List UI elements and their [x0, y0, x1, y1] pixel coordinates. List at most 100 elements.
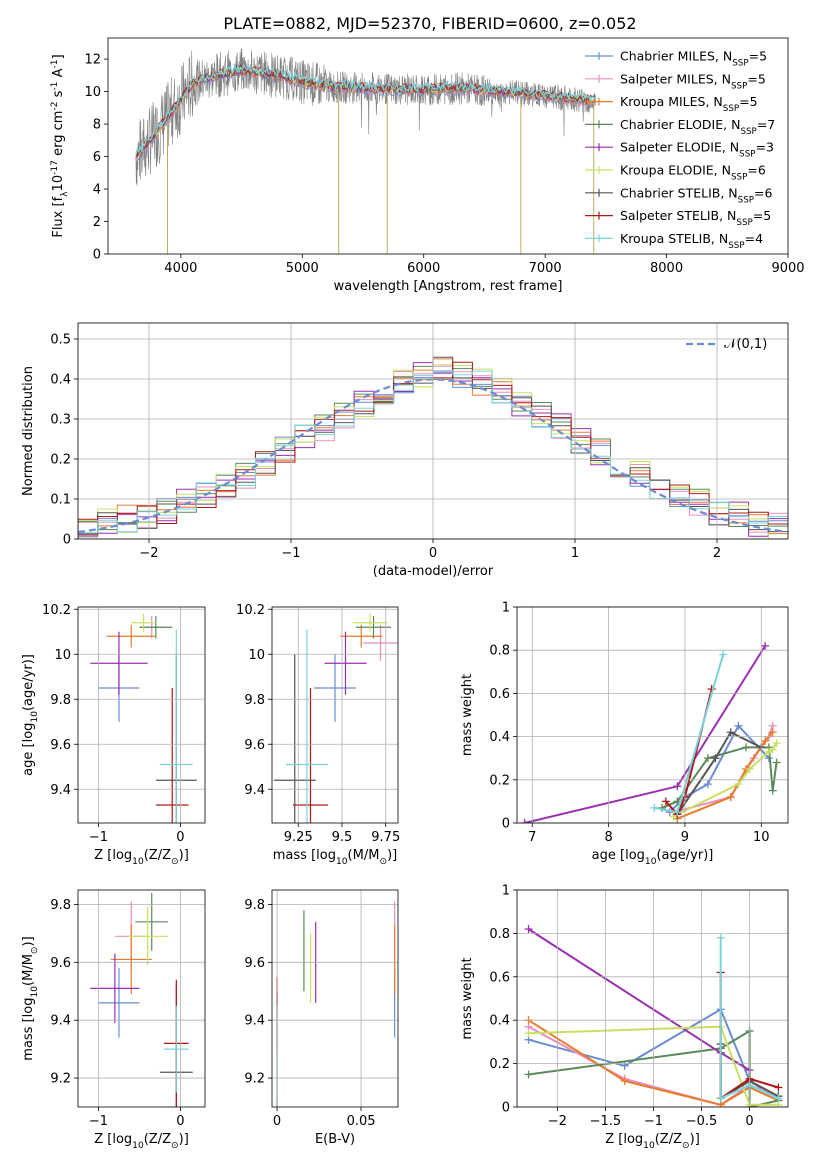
tick-label-y: 9.2 [50, 1072, 71, 1087]
label-text: Salpeter MILES, N [620, 71, 731, 86]
series-line [676, 730, 762, 815]
legend-label: Salpeter ELODIE, NSSP=3 [620, 140, 774, 160]
label-text: 9.2 [50, 1072, 71, 1087]
y-axis-title: Normed distribution [21, 366, 36, 496]
label-text: 0 [429, 546, 437, 561]
label-text: Z [log [94, 848, 132, 863]
axes-mass-weight-vs-metallicity: −2 −1.5 −1 −0.5 0 0 0.2 0.4 0.6 0.8 1 Z [log10(Z/Z⊙… [460, 884, 789, 1151]
tick-label-y: 0.1 [50, 493, 71, 508]
series-line [528, 1025, 779, 1106]
tick-label-y: 4 [93, 183, 101, 198]
label-text: 6000 [407, 261, 440, 276]
label-text: 9.6 [50, 738, 71, 753]
x-axis-title: E(B-V) [315, 1132, 355, 1147]
tick-label-y: 0 [93, 248, 101, 263]
axes-frame [77, 889, 206, 1108]
label-text: 7 [528, 830, 536, 845]
label-text: 7000 [529, 261, 562, 276]
tick-label-y: 10 [248, 648, 265, 663]
x-axis-title: age [log10(age/yr)] [592, 848, 714, 867]
tick-label-y: 10 [54, 648, 71, 663]
label-text: 9000 [771, 261, 804, 276]
tick-label-x: 6000 [407, 261, 440, 276]
tick-label-y: 9.8 [244, 693, 265, 708]
axes-frame [107, 37, 789, 255]
label-text: 8 [604, 830, 612, 845]
label-text: 0.8 [489, 927, 510, 942]
plot-area [135, 48, 597, 254]
label-text: SSP [739, 150, 755, 160]
label-text: SSP [736, 218, 752, 228]
label-text: λ [60, 191, 70, 197]
label-text: Z [log [605, 1132, 643, 1147]
label-text: =6 [747, 163, 765, 178]
tick-label-y: 0 [502, 1101, 510, 1116]
tick-label-y: 0.3 [50, 413, 71, 428]
y-axis-title: Flux [fλ10-17 erg cm-2 s-1 A-1] [50, 54, 70, 237]
label-text: 10 [132, 857, 144, 867]
label-text: =4 [745, 231, 763, 246]
label-text: Chabrier MILES, N [620, 49, 732, 64]
tick-label-y: 0.8 [489, 927, 510, 942]
tick-label-y: 9.6 [50, 738, 71, 753]
tick-label-y: 9.8 [244, 898, 265, 913]
label-text: 0.4 [489, 730, 510, 745]
label-text: SSP [731, 173, 747, 183]
tick-label-y: 12 [84, 53, 101, 68]
axes-spectrum: 4000 5000 6000 7000 8000 9000 0 2 4 6 8 10 12 wavelen… [50, 37, 805, 294]
label-text: ⊙ [171, 857, 179, 867]
label-text: -1 [50, 59, 60, 68]
label-text: −1.5 [590, 1114, 622, 1129]
label-text: Salpeter STELIB, N [620, 208, 736, 223]
label-text: 9.6 [244, 738, 265, 753]
label-text: 10 [30, 711, 40, 723]
label-text: ⊙ [30, 946, 40, 954]
axes-frame [271, 606, 399, 824]
tick-label-x: −1 [89, 830, 108, 845]
tick-label-x: −1.5 [590, 1114, 622, 1129]
tick-label-y: 9.8 [50, 898, 71, 913]
label-text: −1 [281, 546, 300, 561]
plot-area [90, 613, 197, 823]
label-text: SSP [738, 195, 754, 205]
label-text: SSP [728, 241, 744, 251]
label-text: 0 [273, 1114, 281, 1129]
label-text: s [51, 90, 66, 101]
legend-label: 𝒩(0,1) [724, 337, 767, 352]
label-text: =7 [757, 117, 775, 132]
tick-label-y: 9.6 [244, 738, 265, 753]
label-text: SSP [732, 59, 748, 69]
series-line [661, 746, 778, 809]
label-text: 0.2 [50, 453, 71, 468]
tick-label-y: 0.8 [489, 644, 510, 659]
label-text: )] [21, 936, 36, 946]
label-text: 𝒩(0,1) [724, 337, 767, 352]
tick-label-y: 10.2 [236, 603, 265, 618]
label-text: 10 [54, 648, 71, 663]
label-text: 9.6 [244, 956, 265, 971]
label-text: 0.4 [50, 373, 71, 388]
tick-label-y: 0.5 [50, 333, 71, 348]
label-text: 9.8 [50, 693, 71, 708]
tick-label-x: −2 [139, 546, 158, 561]
axes-residual-histogram: −2 −1 0 1 2 0 0.1 0.2 0.3 0.4 0.5 (data-model)/erro… [21, 322, 789, 579]
tick-label-x: 8000 [650, 261, 683, 276]
label-text: =6 [754, 185, 772, 200]
tick-label-y: 9.8 [50, 693, 71, 708]
tick-label-y: 0 [63, 533, 71, 548]
model-spectrum-line [135, 66, 596, 159]
label-text: 10 [30, 986, 40, 998]
label-text: =3 [756, 140, 774, 155]
label-text: 10 [753, 830, 770, 845]
tick-label-x: 9000 [771, 261, 804, 276]
label-text: 10.2 [42, 603, 71, 618]
tick-label-y: 9.6 [244, 956, 265, 971]
label-text: 9.8 [50, 898, 71, 913]
axes-frame [271, 889, 399, 1108]
label-text: mass [log [21, 998, 36, 1061]
label-text: Kroupa MILES, N [620, 94, 723, 109]
label-text: Chabrier ELODIE, N [620, 117, 740, 132]
